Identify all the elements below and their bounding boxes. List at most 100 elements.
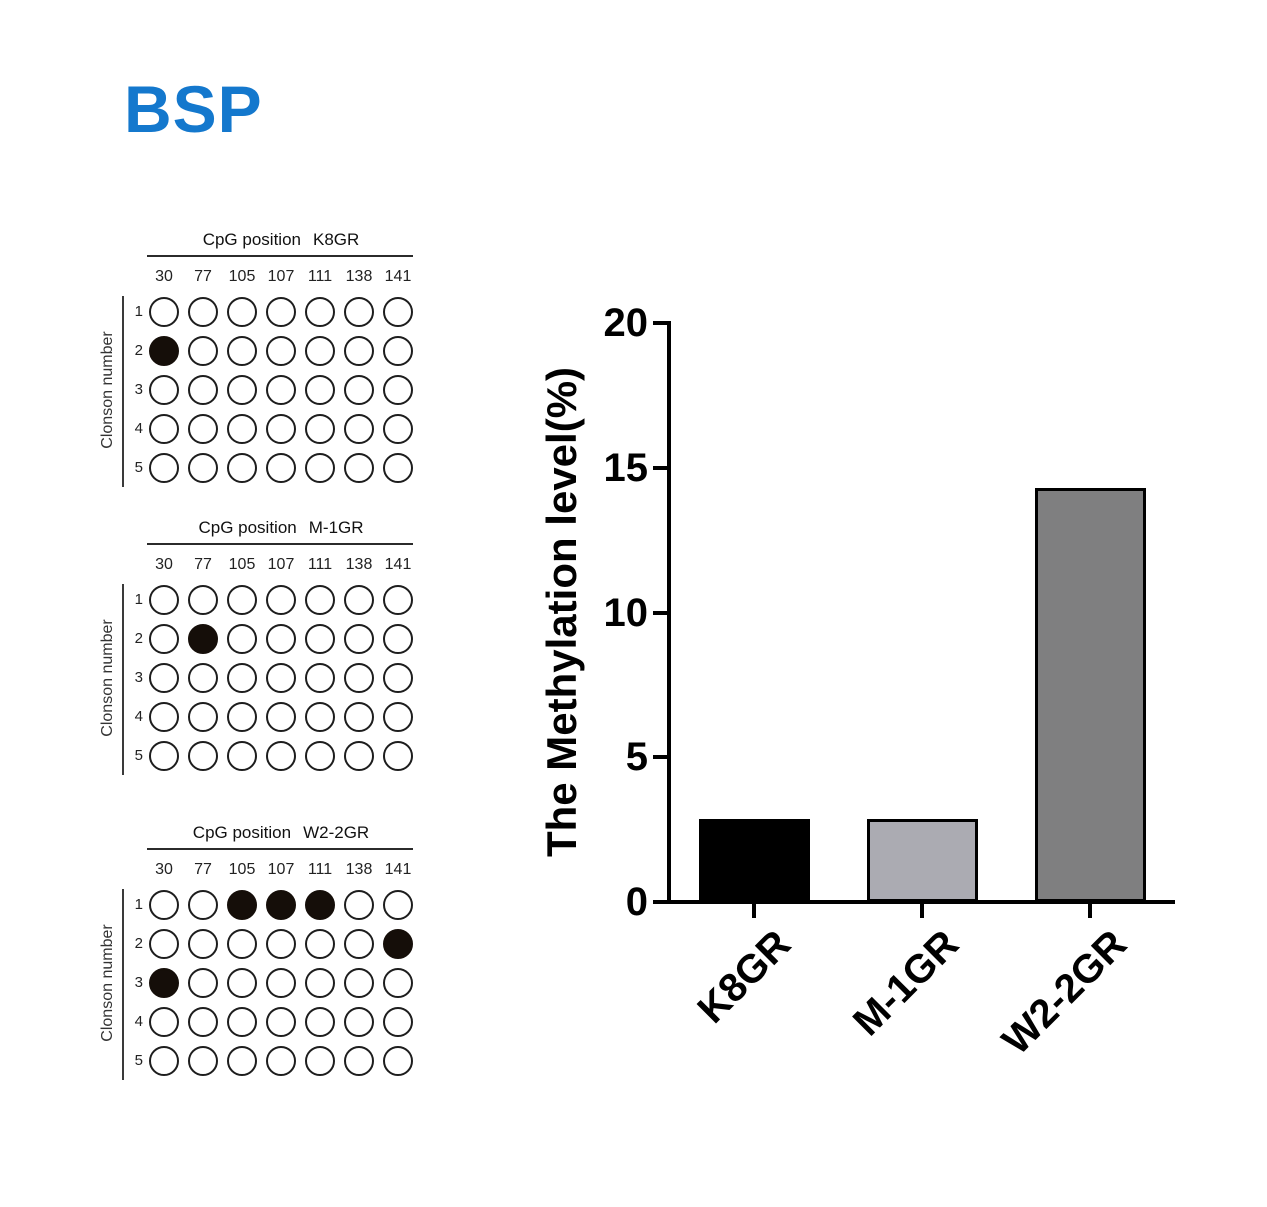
y-tick-mark: [653, 755, 667, 760]
clone-number-label: 4: [134, 420, 143, 437]
unmethylated-dot: [344, 414, 374, 444]
unmethylated-dot: [344, 702, 374, 732]
methylated-dot: [149, 968, 179, 998]
unmethylated-dot: [149, 375, 179, 405]
unmethylated-dot: [266, 1046, 296, 1076]
unmethylated-dot: [383, 663, 413, 693]
cpg-position-label: 107: [267, 268, 295, 285]
unmethylated-dot: [305, 663, 335, 693]
cpg-position-label: 138: [345, 861, 373, 878]
panel-title-underline: [147, 543, 413, 545]
panel-title-prefix: CpG position: [198, 518, 297, 537]
unmethylated-dot: [227, 297, 257, 327]
cpg-position-label: 105: [228, 556, 256, 573]
unmethylated-dot: [227, 336, 257, 366]
unmethylated-dot: [266, 929, 296, 959]
clone-number-label: 1: [134, 591, 143, 608]
unmethylated-dot: [149, 624, 179, 654]
unmethylated-dot: [305, 741, 335, 771]
clone-number-label: 1: [134, 896, 143, 913]
clone-number-label: 4: [134, 1013, 143, 1030]
unmethylated-dot: [188, 375, 218, 405]
panel-title: CpG position K8GR: [149, 230, 413, 252]
y-tick-label: 5: [625, 735, 648, 780]
unmethylated-dot: [305, 968, 335, 998]
unmethylated-dot: [149, 414, 179, 444]
y-tick-mark: [653, 900, 667, 904]
unmethylated-dot: [149, 585, 179, 615]
cpg-position-label: 30: [155, 268, 173, 285]
unmethylated-dot: [188, 336, 218, 366]
unmethylated-dot: [227, 702, 257, 732]
clone-number-label: 5: [134, 1052, 143, 1069]
panel-title-prefix: CpG position: [202, 230, 301, 249]
x-tick-mark: [752, 904, 756, 918]
clone-number-label: 2: [134, 935, 143, 952]
y-tick-mark: [653, 465, 667, 470]
unmethylated-dot: [344, 297, 374, 327]
unmethylated-dot: [227, 663, 257, 693]
clone-axis-line: [122, 584, 124, 775]
unmethylated-dot: [227, 968, 257, 998]
unmethylated-dot: [188, 585, 218, 615]
cpg-position-label: 77: [194, 861, 212, 878]
panel-title-prefix: CpG position: [192, 823, 292, 842]
panel-title-underline: [147, 255, 413, 257]
unmethylated-dot: [188, 741, 218, 771]
unmethylated-dot: [344, 1046, 374, 1076]
unmethylated-dot: [188, 702, 218, 732]
unmethylated-dot: [266, 1007, 296, 1037]
clone-number-label: 2: [134, 630, 143, 647]
unmethylated-dot: [344, 624, 374, 654]
y-axis-title: The Methylation level(%): [538, 366, 585, 858]
clone-number-label: 5: [134, 459, 143, 476]
unmethylated-dot: [188, 453, 218, 483]
unmethylated-dot: [383, 1046, 413, 1076]
unmethylated-dot: [149, 929, 179, 959]
unmethylated-dot: [266, 414, 296, 444]
unmethylated-dot: [383, 297, 413, 327]
unmethylated-dot: [383, 375, 413, 405]
unmethylated-dot: [227, 585, 257, 615]
unmethylated-dot: [149, 1046, 179, 1076]
panel-sample-name: W2-2GR: [303, 823, 370, 842]
unmethylated-dot: [188, 929, 218, 959]
methylated-dot: [266, 890, 296, 920]
cpg-position-label: 105: [228, 268, 256, 285]
y-axis-line: [667, 321, 671, 904]
cpg-position-label: 111: [307, 861, 333, 878]
unmethylated-dot: [227, 1007, 257, 1037]
unmethylated-dot: [227, 929, 257, 959]
cpg-position-label: 111: [307, 556, 333, 573]
cpg-position-label: 107: [267, 861, 295, 878]
unmethylated-dot: [305, 624, 335, 654]
unmethylated-dot: [344, 929, 374, 959]
unmethylated-dot: [383, 624, 413, 654]
bar-m-1gr: [866, 819, 978, 902]
figure-title: BSP: [124, 72, 263, 146]
unmethylated-dot: [188, 1007, 218, 1037]
methylated-dot: [227, 890, 257, 920]
unmethylated-dot: [227, 453, 257, 483]
cpg-position-label: 111: [307, 268, 333, 285]
unmethylated-dot: [266, 336, 296, 366]
cpg-position-label: 141: [384, 556, 412, 573]
cpg-position-label: 138: [345, 556, 373, 573]
cpg-position-label: 141: [384, 268, 412, 285]
bar-k8gr: [698, 819, 810, 902]
clone-number-label: 1: [134, 303, 143, 320]
unmethylated-dot: [305, 1046, 335, 1076]
unmethylated-dot: [188, 890, 218, 920]
unmethylated-dot: [383, 702, 413, 732]
unmethylated-dot: [383, 585, 413, 615]
cpg-position-label: 30: [155, 861, 173, 878]
unmethylated-dot: [344, 375, 374, 405]
unmethylated-dot: [383, 453, 413, 483]
unmethylated-dot: [344, 585, 374, 615]
y-tick-mark: [653, 321, 667, 325]
unmethylated-dot: [305, 585, 335, 615]
y-tick-label: 15: [603, 445, 649, 490]
cpg-position-label: 107: [267, 556, 295, 573]
unmethylated-dot: [149, 741, 179, 771]
